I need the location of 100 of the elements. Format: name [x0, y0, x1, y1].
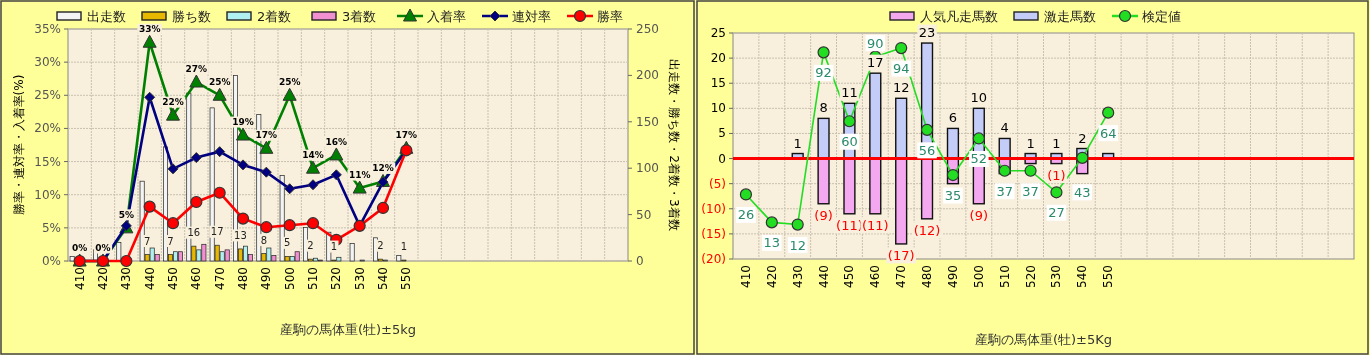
y2-tick-label: 100: [636, 161, 659, 176]
legend-label: 連対率: [512, 9, 551, 24]
data-label: 0%: [95, 243, 111, 253]
y-tick-label: 10%: [34, 187, 61, 202]
x-tick-label: 440: [142, 267, 157, 290]
data-label: 5: [283, 237, 291, 249]
x-tick-label: 460: [868, 265, 883, 288]
data-label: 7: [167, 235, 174, 247]
x-tick-label: 530: [352, 267, 367, 290]
y-tick-label: (20): [701, 252, 726, 266]
data-label: 11: [841, 85, 858, 101]
data-label: 14%: [302, 150, 324, 161]
y-tick-label: 10: [710, 101, 726, 116]
data-label: 17: [867, 55, 884, 71]
y-tick-label: (10): [701, 201, 726, 216]
data-label: 1: [330, 241, 338, 253]
x-tick-label: 520: [329, 267, 344, 290]
legend-label: 激走馬数: [1044, 9, 1096, 24]
data-label: 4: [1000, 120, 1009, 136]
data-label: 11%: [348, 170, 371, 181]
data-label: 1: [1026, 135, 1035, 151]
data-label: 92: [815, 65, 832, 81]
y-tick-label: 0%: [41, 254, 61, 268]
data-label: 90: [867, 35, 884, 51]
y-tick-label: 20: [710, 51, 726, 66]
data-label: 8: [260, 234, 268, 246]
y2-tick-label: 250: [636, 22, 659, 36]
y-tick-label: 0: [718, 151, 726, 166]
x-tick-label: 510: [306, 267, 320, 290]
x-tick-label: 420: [764, 265, 779, 288]
legend-label: 人気凡走馬数: [920, 9, 998, 24]
y2-tick-label: 50: [636, 207, 652, 222]
data-label: 25%: [208, 77, 231, 88]
data-label: 1: [793, 135, 802, 151]
data-label: 26: [737, 207, 755, 223]
data-label: 12: [892, 80, 910, 96]
data-label: 37: [1022, 183, 1039, 199]
x-tick-label: 410: [738, 265, 753, 288]
x-tick-label: 470: [894, 265, 909, 288]
y-tick-label: 20%: [34, 121, 61, 136]
y2-tick-label: 150: [636, 114, 659, 129]
x-axis-title: 産駒の馬体重(牡)±5Kg: [974, 332, 1113, 347]
data-label: 10: [970, 90, 988, 106]
y2-axis-title: 出走数・勝ち数・2着数・3着数: [667, 59, 681, 231]
x-tick-label: 500: [971, 265, 986, 288]
data-label: 56: [918, 142, 936, 158]
x-tick-label: 430: [790, 265, 805, 288]
x-tick-label: 420: [96, 267, 110, 290]
data-label: 0%: [72, 243, 88, 253]
data-label: 13: [234, 229, 247, 241]
x-tick-label: 550: [399, 267, 414, 290]
data-label: (11): [861, 217, 889, 233]
x-tick-label: 460: [189, 267, 204, 290]
data-label: 43: [1074, 184, 1091, 200]
data-label: 27%: [185, 64, 208, 75]
x-tick-label: 410: [72, 267, 87, 290]
data-label: 25%: [278, 77, 301, 88]
y-tick-label: (5): [709, 176, 726, 191]
data-label: 16: [187, 227, 201, 239]
x-tick-label: 490: [945, 265, 960, 288]
x-tick-label: 490: [259, 267, 274, 290]
x-tick-label: 510: [997, 265, 1012, 288]
legend-label: 勝率: [597, 9, 623, 24]
y-tick-label: 25%: [34, 88, 61, 103]
x-tick-label: 540: [1075, 265, 1090, 288]
data-label: 64: [1099, 125, 1117, 141]
x-tick-label: 450: [166, 267, 180, 290]
y-tick-label: 15%: [34, 154, 61, 169]
data-label: (12): [913, 222, 941, 238]
x-tick-label: 480: [236, 267, 250, 290]
legend-label: 検定値: [1142, 9, 1181, 24]
data-label: 1: [400, 241, 408, 253]
data-label: (9): [969, 207, 989, 223]
legend-label: 入着率: [427, 9, 466, 24]
data-label: 94: [892, 61, 910, 77]
legend-label: 2着数: [257, 9, 292, 24]
data-label: 17: [210, 226, 224, 238]
x-tick-label: 530: [1049, 265, 1064, 288]
x-tick-label: 500: [282, 267, 297, 290]
y-tick-label: 5: [718, 126, 726, 141]
legend-label: 勝ち数: [172, 9, 211, 24]
data-label: 22%: [162, 97, 184, 108]
y-tick-label: 5%: [41, 220, 61, 235]
data-label: 60: [841, 134, 858, 150]
data-label: (1): [1047, 167, 1066, 183]
data-label: 2: [307, 240, 314, 252]
x-tick-label: 470: [212, 267, 227, 290]
legend-label: 出走数: [87, 9, 126, 24]
data-label: 8: [819, 100, 828, 116]
data-label: 35: [944, 188, 962, 204]
data-label: 12%: [372, 163, 394, 174]
x-tick-label: 540: [376, 267, 390, 290]
y-tick-label: (15): [701, 226, 726, 241]
data-label: 19%: [232, 117, 254, 128]
data-label: 2: [377, 240, 384, 252]
x-tick-label: 520: [1023, 265, 1038, 288]
y-tick-label: 15: [710, 76, 726, 91]
y2-tick-label: 200: [636, 68, 659, 83]
legend-label: 3着数: [342, 9, 377, 24]
data-label: 17%: [395, 130, 418, 141]
